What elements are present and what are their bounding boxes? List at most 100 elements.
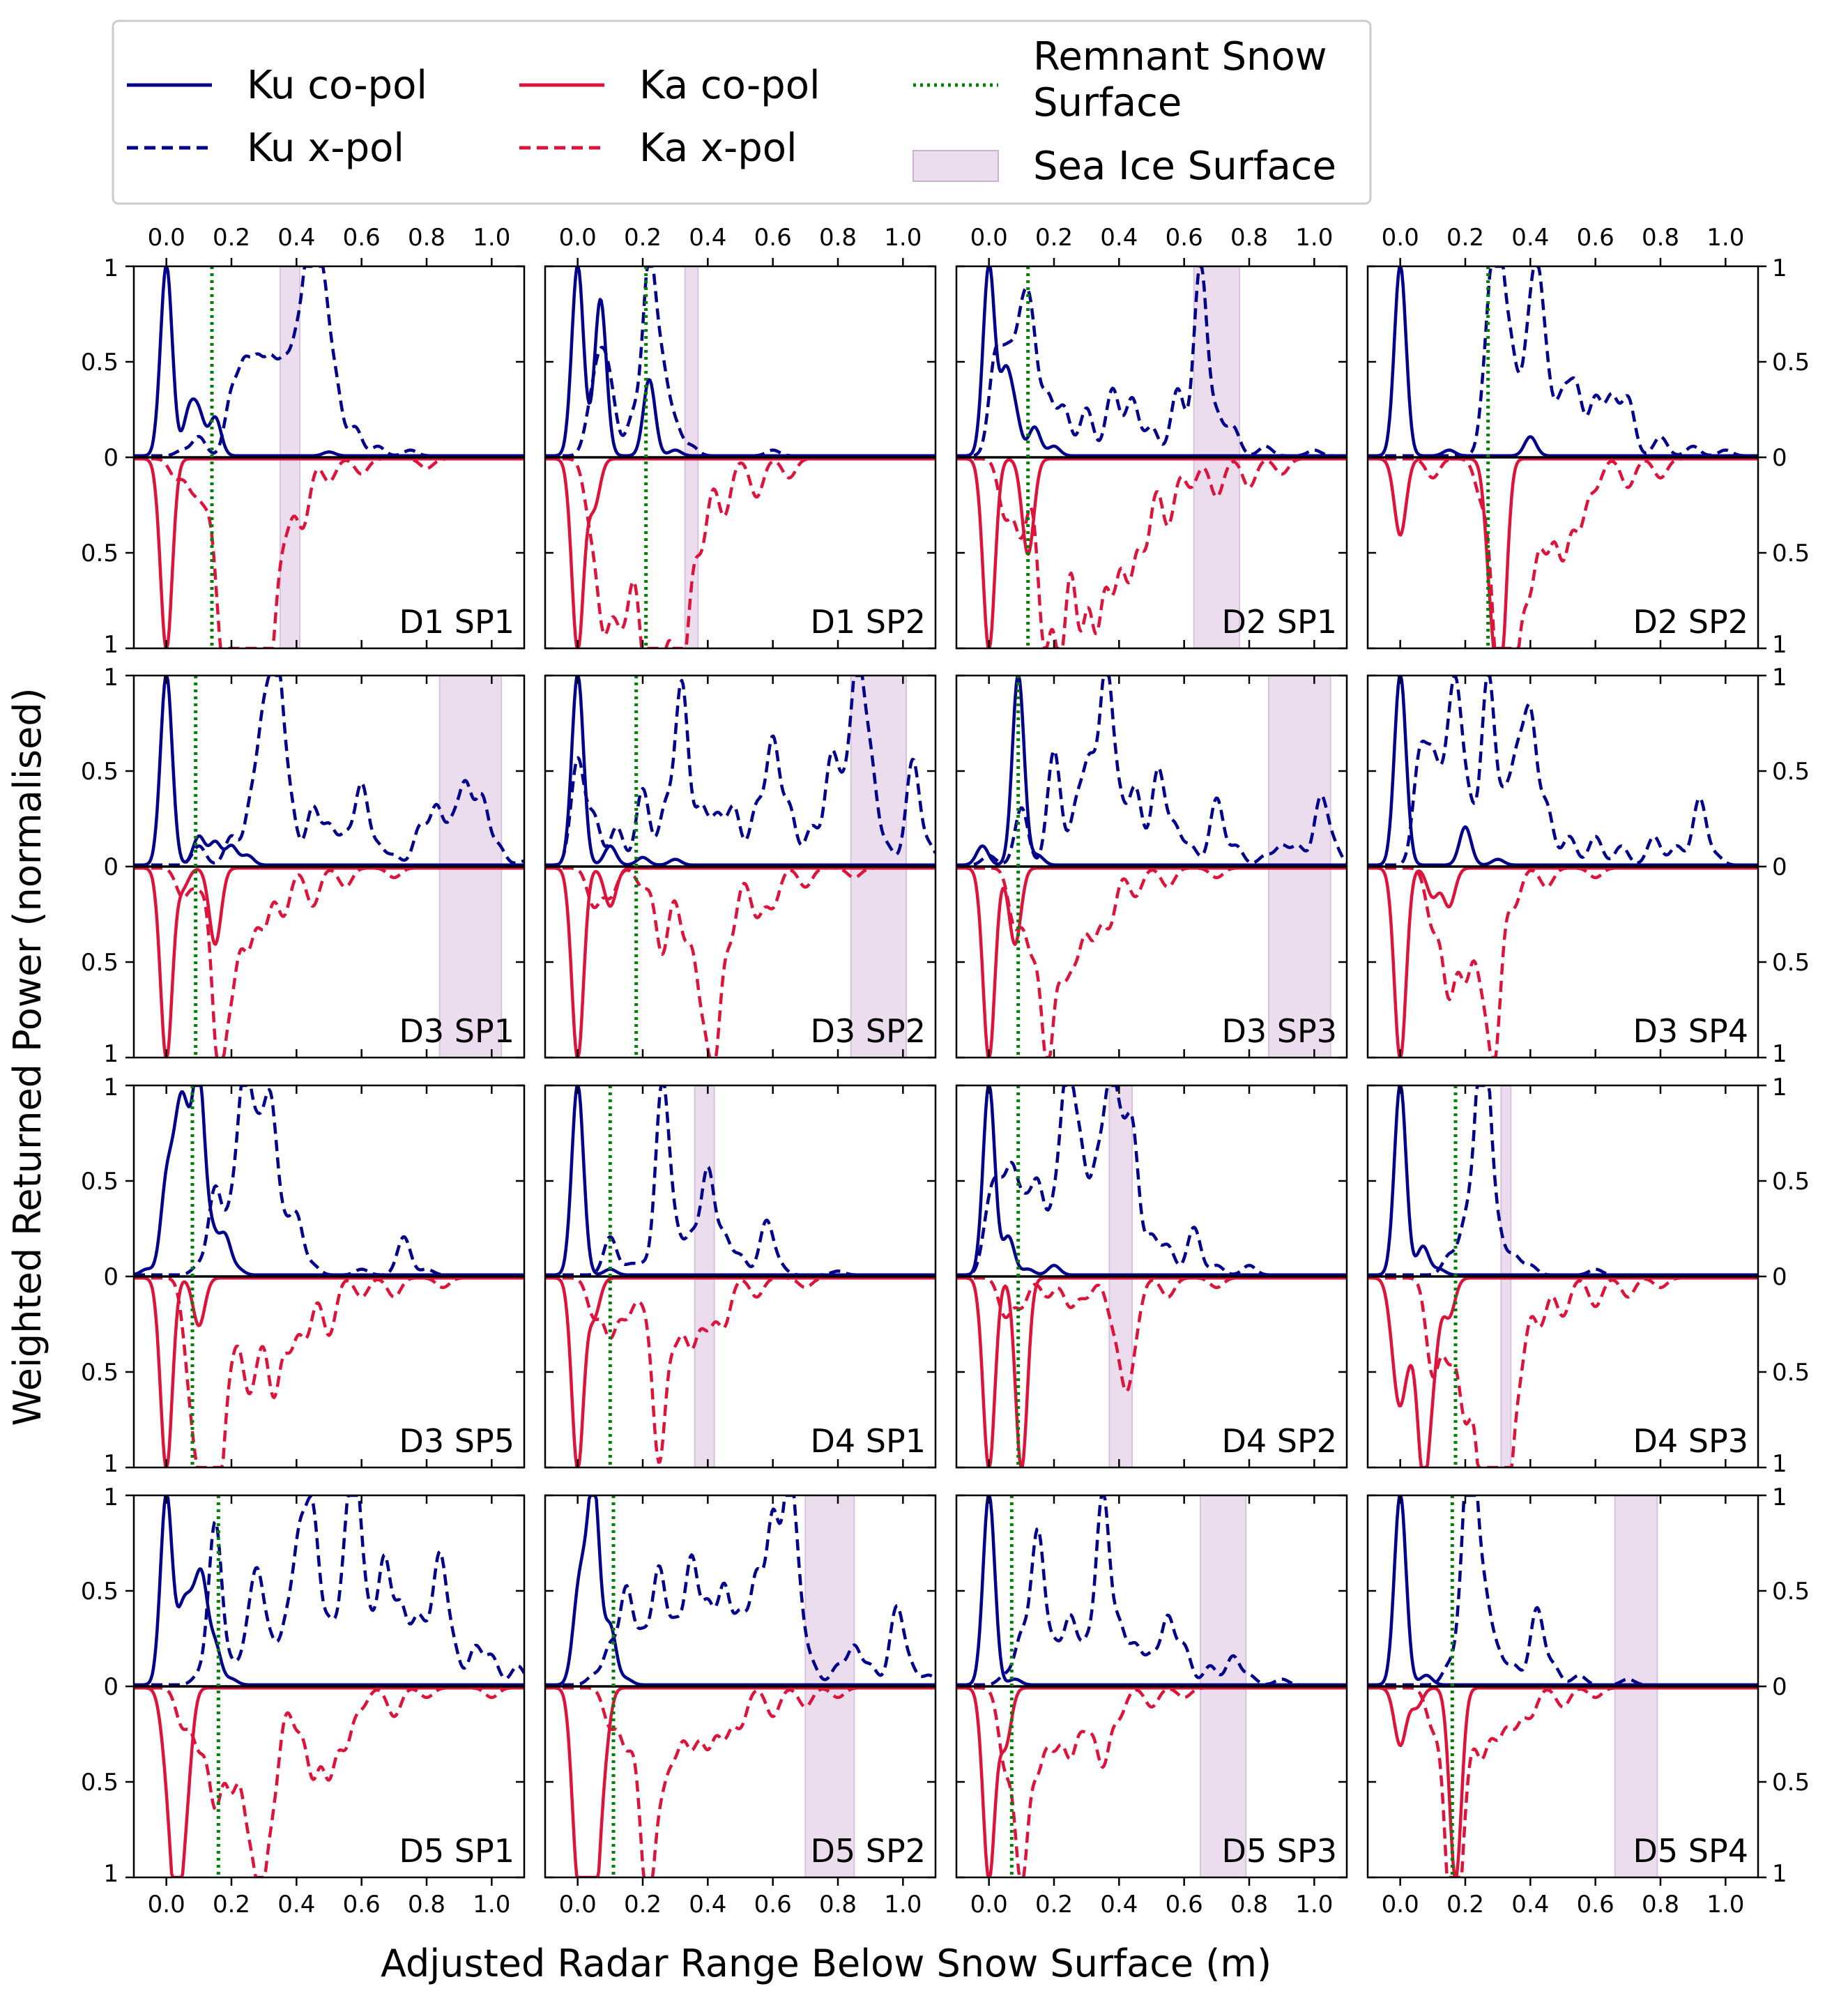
x-tick-label: 0.2 bbox=[213, 1891, 250, 1919]
x-tick-label: 0.4 bbox=[1511, 1891, 1549, 1919]
y-tick-label: 1 bbox=[103, 631, 119, 659]
y-tick-label: 0.5 bbox=[81, 349, 119, 376]
x-tick-label: 0.6 bbox=[754, 1891, 792, 1919]
legend-item-remnant: Remnant Snow Surface bbox=[913, 34, 1327, 125]
legend-label: Remnant Snow Surface bbox=[1033, 34, 1327, 125]
plot-area bbox=[134, 266, 524, 648]
panel-d5-sp4: 0.0 0.2 0.4 0.6 0.8 1.0 1 0.5 0 0.5 1 D5 SP4 bbox=[1366, 1484, 1810, 1919]
ka-x-pol-line bbox=[956, 457, 1347, 648]
legend-label: Sea Ice Surface bbox=[1033, 144, 1336, 189]
panel-d1-sp2: 0.0 0.2 0.4 0.6 0.8 1.0 D1 SP2 bbox=[544, 224, 937, 650]
ku-x-pol-line bbox=[545, 1085, 936, 1277]
ku-x-pol-line bbox=[1368, 1085, 1758, 1277]
plot-area bbox=[956, 1495, 1347, 1877]
x-tick-label: 1.0 bbox=[1295, 1891, 1333, 1919]
y-tick-label: 0.5 bbox=[81, 1359, 119, 1387]
panel-d3-sp5: 1 0.5 0 0.5 1 D3 SP5 bbox=[81, 1074, 526, 1478]
ku-co-pol-line bbox=[1368, 1085, 1758, 1277]
y-tick-label: 1 bbox=[1772, 1450, 1787, 1478]
panel-label: D3 SP3 bbox=[1221, 1012, 1337, 1050]
panel-label: D5 SP1 bbox=[399, 1832, 514, 1870]
x-tick-label: 0.8 bbox=[1230, 1891, 1268, 1919]
ka-co-pol-line bbox=[1368, 1686, 1758, 1877]
legend-frame bbox=[112, 20, 1372, 205]
x-tick-label: 0.6 bbox=[343, 224, 381, 252]
plot-area bbox=[134, 1085, 524, 1467]
ku-co-pol-line bbox=[545, 676, 936, 867]
ka-co-pol-line bbox=[956, 457, 1347, 648]
y-tick-label: 0.5 bbox=[81, 1168, 119, 1196]
x-tick-label: 0.4 bbox=[1100, 1891, 1138, 1919]
ka-co-pol-line bbox=[134, 866, 524, 1058]
plot-area bbox=[545, 1085, 936, 1467]
plot-area bbox=[1368, 1085, 1758, 1467]
y-tick-label: 1 bbox=[103, 254, 119, 282]
y-tick-label: 0 bbox=[1772, 1263, 1787, 1291]
panel-label: D3 SP5 bbox=[399, 1422, 514, 1460]
ku-co-pol-line bbox=[134, 1495, 524, 1687]
x-tick-label: 0.2 bbox=[1446, 224, 1484, 252]
x-tick-label: 1.0 bbox=[884, 224, 922, 252]
y-tick-label: 1 bbox=[103, 1040, 119, 1068]
ka-co-pol-line bbox=[134, 1276, 524, 1467]
x-tick-label: 0.6 bbox=[754, 224, 792, 252]
panel-label: D3 SP4 bbox=[1633, 1012, 1748, 1050]
plot-area bbox=[134, 676, 524, 1058]
y-tick-label: 0.5 bbox=[1772, 1168, 1810, 1196]
ku-co-pol-line bbox=[134, 266, 524, 458]
y-tick-label: 0.5 bbox=[81, 540, 119, 567]
x-tick-label: 0.6 bbox=[1166, 1891, 1203, 1919]
y-tick-label: 1 bbox=[103, 664, 119, 692]
y-tick-label: 0.5 bbox=[81, 949, 119, 977]
legend: Ku co-pol Ku x-pol Ka co-pol Ka x-pol Remnan… bbox=[112, 20, 1372, 205]
legend-item-ka-co: Ka co-pol bbox=[519, 63, 820, 108]
x-tick-label: 0.6 bbox=[1166, 224, 1203, 252]
x-tick-label: 0.0 bbox=[970, 1891, 1008, 1919]
x-tick-label: 0.8 bbox=[1642, 1891, 1679, 1919]
ku-x-pol-line bbox=[1368, 1495, 1758, 1687]
ka-x-pol-line bbox=[956, 1686, 1347, 1877]
ku-x-pol-line bbox=[1368, 266, 1758, 458]
panel-label: D1 SP2 bbox=[810, 603, 926, 641]
x-tick-label: 0.0 bbox=[970, 224, 1008, 252]
x-tick-label: 0.8 bbox=[819, 224, 857, 252]
ku-co-pol-line bbox=[545, 1495, 936, 1687]
y-tick-label: 0 bbox=[103, 1263, 119, 1291]
y-tick-label: 0 bbox=[103, 1673, 119, 1701]
ka-co-pol-line bbox=[1368, 457, 1758, 648]
legend-label: Ku co-pol bbox=[247, 63, 427, 108]
x-tick-label: 0.4 bbox=[689, 1891, 726, 1919]
panel-label: D2 SP2 bbox=[1633, 603, 1748, 641]
x-tick-label: 0.4 bbox=[277, 224, 315, 252]
ka-co-pol-line bbox=[134, 1686, 524, 1877]
plot-area bbox=[956, 676, 1347, 1058]
ku-co-pol-line bbox=[1368, 1495, 1758, 1687]
legend-label: Ku x-pol bbox=[247, 125, 404, 171]
plot-area bbox=[1368, 676, 1758, 1058]
panel-d3-sp4: 1 0.5 0 0.5 1 D3 SP4 bbox=[1366, 664, 1810, 1068]
y-tick-label: 0.5 bbox=[1772, 1769, 1810, 1797]
plot-area bbox=[956, 1085, 1347, 1467]
x-tick-label: 0.0 bbox=[559, 224, 597, 252]
panel-d4-sp3: 1 0.5 0 0.5 1 D4 SP3 bbox=[1366, 1074, 1810, 1478]
y-tick-label: 1 bbox=[103, 1860, 119, 1888]
x-tick-label: 0.8 bbox=[408, 1891, 445, 1919]
ku-co-pol-line bbox=[1368, 266, 1758, 458]
y-tick-label: 1 bbox=[1772, 1040, 1787, 1068]
y-tick-label: 0 bbox=[1772, 853, 1787, 881]
y-tick-label: 1 bbox=[1772, 254, 1787, 282]
ku-x-pol-line bbox=[545, 1495, 936, 1687]
x-tick-label: 0.6 bbox=[1577, 1891, 1614, 1919]
x-tick-label: 0.2 bbox=[1035, 1891, 1073, 1919]
plot-area bbox=[545, 266, 936, 648]
x-tick-label: 0.2 bbox=[1035, 224, 1073, 252]
x-tick-label: 0.6 bbox=[343, 1891, 381, 1919]
y-tick-label: 0.5 bbox=[81, 1769, 119, 1797]
plot-area bbox=[545, 1495, 936, 1877]
ka-co-pol-line bbox=[545, 1686, 936, 1877]
x-tick-label: 1.0 bbox=[473, 1891, 510, 1919]
panel-label: D4 SP1 bbox=[810, 1422, 926, 1460]
y-tick-label: 1 bbox=[1772, 1860, 1787, 1888]
